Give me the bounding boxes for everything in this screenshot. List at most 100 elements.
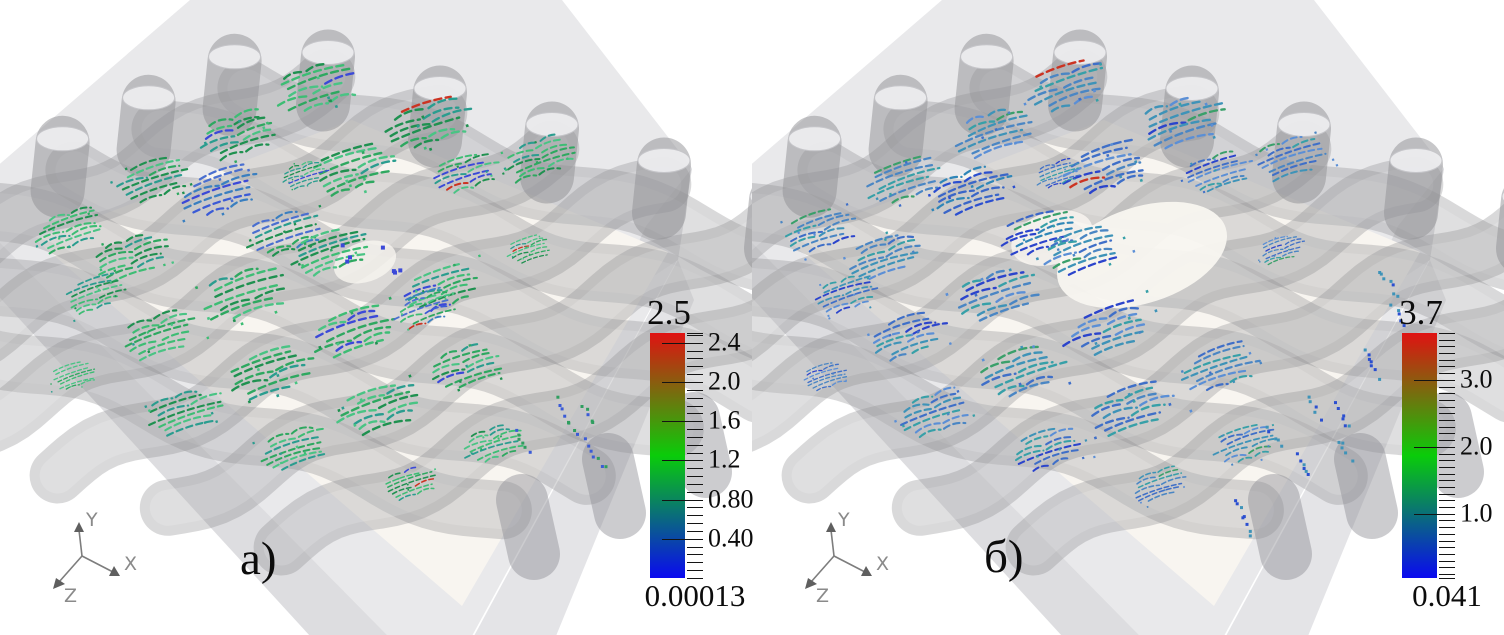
colorbar-major-tick: [662, 499, 703, 501]
tracer-dot-trail: [583, 437, 608, 469]
weave-gap: [1057, 201, 1227, 309]
warp-yarn: [752, 84, 1220, 362]
downturned-yarn-end: [1334, 433, 1398, 539]
colorbar-minor-tick: [1439, 460, 1455, 462]
colorbar-minor-tick: [1439, 500, 1455, 502]
tracer-dot-trail: [1234, 499, 1252, 538]
yarn-end-cap: [874, 85, 928, 111]
panel-a: Y X Z а) 2.5 2.4 2.0 1.6 1.2 0.80 0.40 0.0001…: [0, 0, 754, 635]
z-axis-arrowhead: [805, 578, 817, 589]
yarn-end-cap: [637, 148, 691, 173]
colorbar-tick-label: 1.6: [708, 405, 741, 435]
streamline-cluster: [500, 133, 577, 184]
colorbar-minor-tick: [687, 476, 703, 478]
streamline-cluster: [252, 426, 328, 471]
streamline-cluster: [431, 342, 503, 392]
streamline-cluster: [393, 286, 456, 331]
colorbar-b: 3.7 3.0 2.0 1.0 0.041: [1390, 295, 1504, 635]
upturned-yarn-ends: [782, 29, 1504, 580]
colorbar-minor-tick: [1439, 353, 1455, 355]
colorbar-minor-tick: [1439, 553, 1455, 555]
domain-floor: [36, 120, 668, 606]
streamline-cluster: [282, 161, 330, 191]
box-lower-right-face: [474, 260, 694, 635]
colorbar-minor-tick: [687, 366, 703, 368]
colorbar-minor-tick: [1439, 440, 1455, 442]
yarn-end-cap: [960, 44, 1014, 70]
tracer-dot-trail: [556, 395, 579, 436]
tracer-dot-trail: [1334, 401, 1351, 428]
tracer-dot-trail: [1378, 271, 1400, 298]
colorbar-tick-label: 1.0: [1460, 498, 1493, 528]
scene-3d-weave-b: [752, 0, 1504, 635]
colorbar-minor-tick: [1439, 366, 1455, 368]
streamline-cluster: [463, 424, 524, 463]
colorbar-major-tick: [1414, 513, 1455, 515]
colorbar-minor-tick: [1439, 346, 1455, 348]
colorbar-tick-label: 0.80: [708, 484, 754, 514]
tracer-dot-trail: [1389, 303, 1406, 328]
streamline-cluster: [276, 63, 359, 112]
colorbar-minor-tick: [687, 374, 703, 376]
colorbar-minor-tick: [1439, 359, 1455, 361]
colorbar-minor-tick: [687, 452, 703, 454]
yarn-end-cap: [1389, 148, 1443, 173]
colorbar-minor-tick: [1439, 574, 1455, 576]
colorbar-major-tick: [1414, 379, 1455, 381]
colorbar-minor-tick: [687, 523, 703, 525]
streamline-cluster: [1255, 131, 1339, 183]
colorbar-minor-tick: [687, 468, 703, 470]
colorbar-min-label: 0.041: [1412, 578, 1482, 613]
colorbar-minor-tick: [687, 389, 703, 391]
box-lower-left-face: [0, 242, 388, 635]
streamline-cluster: [313, 296, 396, 359]
z-axis-arrowhead: [53, 578, 65, 589]
weft-yarn: [0, 257, 616, 505]
warp-yarn: [781, 156, 1444, 504]
colorbar-tick-label: 2.0: [708, 366, 741, 396]
streamline-cluster: [1015, 427, 1096, 472]
streamline-cluster: [110, 156, 193, 204]
subfigure-label-b: б): [984, 531, 1024, 583]
warp-yarn: [752, 120, 1332, 452]
colorbar-edge-tick: [687, 578, 703, 579]
colorbar-major-tick: [662, 538, 703, 540]
yarn-end-cap: [1165, 76, 1219, 101]
streamline-cluster: [866, 311, 952, 362]
yarn-end-cap: [122, 85, 176, 111]
axis-arrows: Y X Z: [805, 509, 889, 607]
colorbar-minor-tick: [1439, 540, 1455, 542]
yarn-end-cap: [1053, 40, 1107, 65]
yarn-end-cap: [788, 126, 842, 152]
x-axis-label: X: [124, 553, 137, 575]
streamline-cluster: [385, 466, 438, 501]
colorbar-minor-tick: [687, 350, 703, 352]
colorbar-a: 2.5 2.4 2.0 1.6 1.2 0.80 0.40 0.00013: [638, 295, 754, 635]
colorbar-minor-tick: [687, 554, 703, 556]
colorbar-minor-tick: [1439, 386, 1455, 388]
yarn-end-cap: [208, 44, 262, 70]
colorbar-min-label: 0.00013: [644, 578, 746, 613]
colorbar-minor-tick: [687, 570, 703, 572]
colorbar-minor-tick: [1439, 507, 1455, 509]
colorbar-minor-tick: [1439, 406, 1455, 408]
streamline-cluster: [1180, 150, 1254, 194]
streamline-cluster: [336, 374, 421, 437]
weft-yarn: [752, 183, 1456, 458]
weft-yarn: [969, 59, 1504, 290]
domain-floor: [788, 120, 1420, 606]
weft-yarn: [217, 59, 752, 290]
upturned-yarn-ends: [30, 29, 752, 580]
axis-arrows: Y X Z: [53, 509, 137, 607]
colorbar-minor-tick: [687, 530, 703, 532]
streamline-clusters: [34, 63, 608, 501]
streamline-cluster: [1091, 380, 1193, 440]
streamline-cluster: [433, 153, 508, 194]
downturned-yarn-end: [582, 433, 646, 539]
streamline-cluster: [1180, 340, 1263, 392]
colorbar-tick-label: 1.2: [708, 444, 741, 474]
warp-yarn: [891, 203, 1504, 536]
streamline-cluster: [1062, 289, 1158, 356]
colorbar-minor-tick: [687, 546, 703, 548]
subfigure-label-a: а): [240, 533, 277, 585]
